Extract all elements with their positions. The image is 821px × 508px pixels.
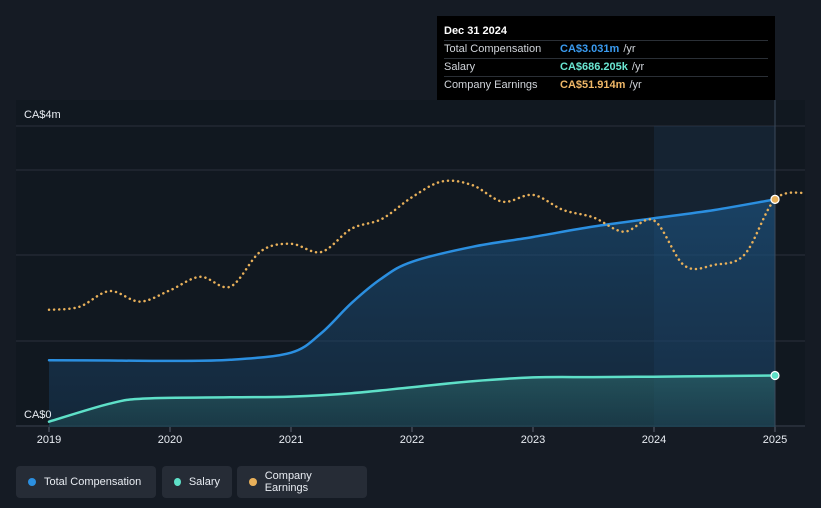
legend-dot-icon xyxy=(28,478,36,486)
tooltip-row-value: CA$3.031m xyxy=(560,43,620,55)
tooltip-row-total-compensation: Total Compensation CA$3.031m /yr xyxy=(444,40,768,58)
tooltip-date: Dec 31 2024 xyxy=(444,25,507,37)
company-earnings-marker xyxy=(770,194,780,204)
tooltip-row-name: Salary xyxy=(444,61,476,73)
compensation-chart: CA$4m CA$0 2019 2020 2021 2022 2023 2024 2025 xyxy=(16,100,807,446)
tooltip-row-unit: /yr xyxy=(629,79,642,91)
series-areas xyxy=(49,199,775,427)
series-end-points xyxy=(770,194,780,381)
legend-label: Company Earnings xyxy=(264,470,312,494)
tooltip-row-unit: /yr xyxy=(623,43,636,55)
legend-label: Total Compensation xyxy=(44,476,142,488)
tooltip-row-unit: /yr xyxy=(631,61,645,73)
legend-label: Salary xyxy=(188,476,220,488)
x-tick-label-2020: 2020 xyxy=(158,434,182,446)
tooltip-row-value: CA$686.205k xyxy=(560,61,628,73)
x-tick-label-2025: 2025 xyxy=(763,434,787,446)
tooltip-row-name: Total Compensation xyxy=(444,43,542,55)
legend-dot-icon xyxy=(174,478,181,486)
x-tick-label-2023: 2023 xyxy=(521,434,545,446)
salary-marker xyxy=(770,370,780,381)
x-tick-label-2021: 2021 xyxy=(279,434,303,446)
chart-tooltip: Dec 31 2024 Total Compensation CA$3.031m… xyxy=(437,16,775,100)
company-earnings-line xyxy=(47,179,807,312)
tooltip-row-company-earnings: Company Earnings CA$51.914m /yr xyxy=(444,76,768,94)
salary-area xyxy=(49,375,775,427)
legend-item-company-earnings[interactable]: Company Earnings xyxy=(237,466,367,498)
x-tick-label-2022: 2022 xyxy=(400,434,424,446)
legend-item-salary[interactable]: Salary xyxy=(162,466,232,498)
total-compensation-area xyxy=(49,199,775,427)
x-tick-label-2019: 2019 xyxy=(37,434,61,446)
legend-dot-icon xyxy=(249,478,257,486)
series-lines xyxy=(47,179,807,423)
x-axis-ticks: 2019 2020 2021 2022 2023 2024 2025 xyxy=(37,427,787,446)
tooltip-row-salary: Salary CA$686.205k /yr xyxy=(444,58,768,76)
total-compensation-line xyxy=(47,198,777,363)
salary-line xyxy=(47,374,777,423)
legend-item-total-compensation[interactable]: Total Compensation xyxy=(16,466,156,498)
tooltip-row-value: CA$51.914m xyxy=(560,79,626,91)
y-tick-label-top: CA$4m xyxy=(24,109,61,121)
x-tick-label-2024: 2024 xyxy=(642,434,666,446)
tooltip-row-name: Company Earnings xyxy=(444,79,538,91)
y-tick-label-bottom: CA$0 xyxy=(24,409,52,421)
